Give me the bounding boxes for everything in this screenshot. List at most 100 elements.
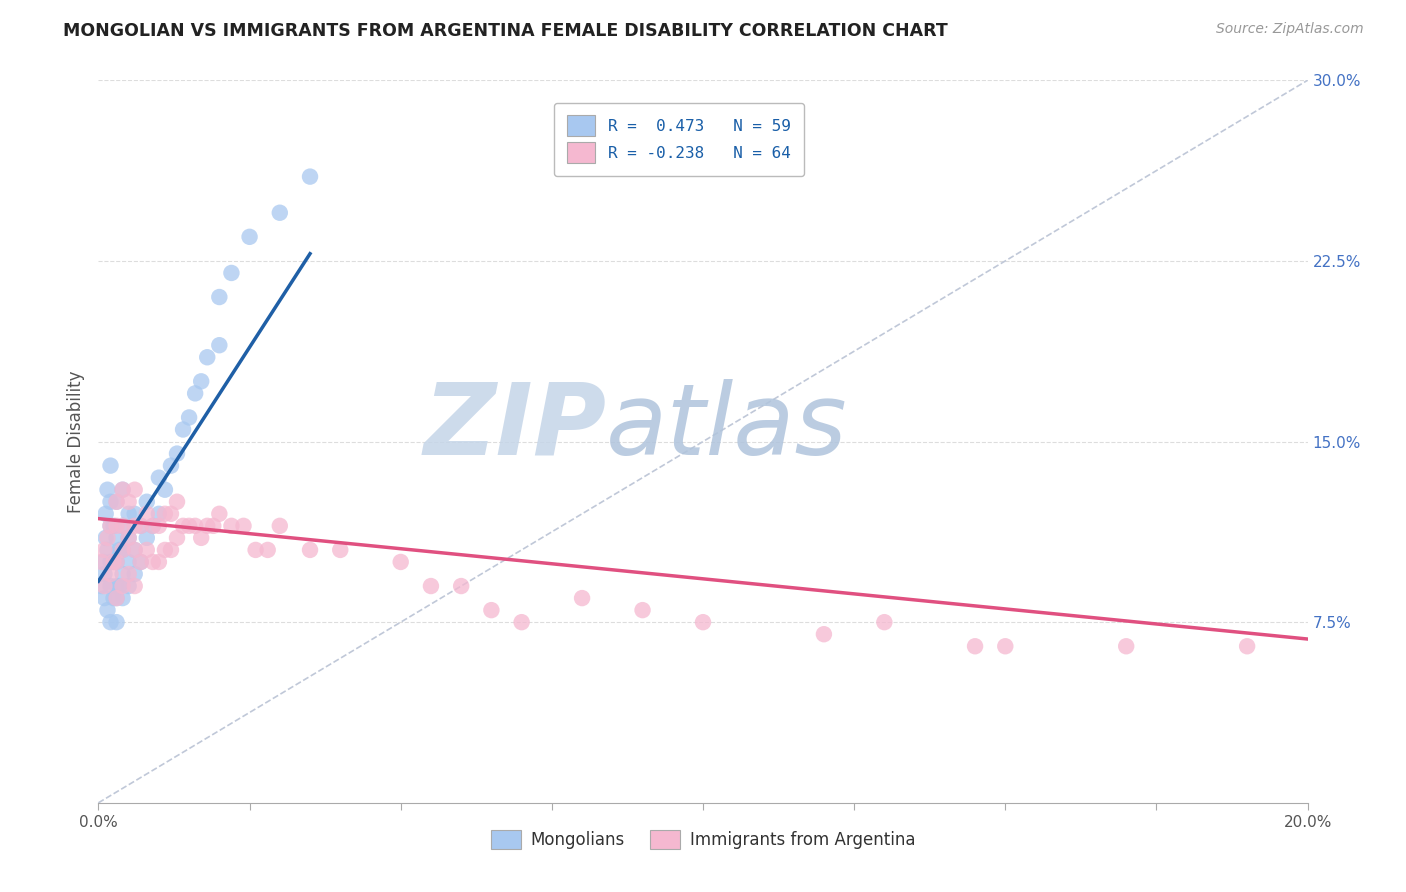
Point xyxy=(239,230,262,244)
Point xyxy=(153,507,176,521)
Text: atlas: atlas xyxy=(606,378,848,475)
Point xyxy=(94,531,117,545)
Point xyxy=(93,591,115,605)
Point xyxy=(873,615,896,630)
Point xyxy=(166,494,188,508)
Point xyxy=(232,518,254,533)
Point xyxy=(93,579,115,593)
Point xyxy=(389,555,412,569)
Point xyxy=(118,531,141,545)
Point xyxy=(105,518,128,533)
Point xyxy=(100,518,122,533)
Point xyxy=(208,507,231,521)
Point xyxy=(96,531,118,545)
Point xyxy=(105,591,128,605)
Point xyxy=(129,518,152,533)
Point xyxy=(96,483,118,497)
Legend: Mongolians, Immigrants from Argentina: Mongolians, Immigrants from Argentina xyxy=(484,823,922,856)
Point xyxy=(450,579,472,593)
Point xyxy=(129,555,152,569)
Point xyxy=(329,542,352,557)
Point xyxy=(94,507,117,521)
Point xyxy=(100,615,122,630)
Point xyxy=(221,518,243,533)
Point xyxy=(1236,639,1258,653)
Point xyxy=(208,338,231,352)
Point xyxy=(129,555,152,569)
Point xyxy=(124,579,146,593)
Point xyxy=(111,483,134,497)
Point xyxy=(100,579,122,593)
Point xyxy=(208,290,231,304)
Point xyxy=(103,518,125,533)
Point xyxy=(195,518,218,533)
Point xyxy=(135,494,157,508)
Point xyxy=(190,374,212,388)
Point xyxy=(153,542,176,557)
Point xyxy=(172,518,194,533)
Point xyxy=(124,542,146,557)
Point xyxy=(221,266,243,280)
Point xyxy=(195,350,218,364)
Point xyxy=(994,639,1017,653)
Point xyxy=(105,591,128,605)
Point xyxy=(190,531,212,545)
Point xyxy=(111,518,134,533)
Text: Source: ZipAtlas.com: Source: ZipAtlas.com xyxy=(1216,22,1364,37)
Point xyxy=(103,591,125,605)
Point xyxy=(420,579,443,593)
Point xyxy=(111,579,134,593)
Point xyxy=(111,567,134,582)
Point xyxy=(965,639,987,653)
Point xyxy=(166,446,188,460)
Point xyxy=(118,555,141,569)
Point xyxy=(105,494,128,508)
Point xyxy=(129,518,152,533)
Point xyxy=(269,518,291,533)
Point xyxy=(105,579,128,593)
Point xyxy=(135,507,157,521)
Point xyxy=(172,422,194,436)
Point xyxy=(124,507,146,521)
Point xyxy=(111,542,134,557)
Point xyxy=(124,542,146,557)
Point xyxy=(160,507,183,521)
Point xyxy=(103,555,125,569)
Point xyxy=(93,542,115,557)
Point xyxy=(105,615,128,630)
Point xyxy=(93,567,115,582)
Point xyxy=(148,555,170,569)
Point xyxy=(184,386,207,401)
Point xyxy=(91,555,114,569)
Point xyxy=(100,567,122,582)
Point xyxy=(124,567,146,582)
Y-axis label: Female Disability: Female Disability xyxy=(66,370,84,513)
Point xyxy=(100,555,122,569)
Point xyxy=(142,518,165,533)
Point xyxy=(105,531,128,545)
Point xyxy=(111,591,134,605)
Point xyxy=(105,555,128,569)
Point xyxy=(160,458,183,473)
Point xyxy=(481,603,503,617)
Point xyxy=(96,542,118,557)
Point xyxy=(118,567,141,582)
Point xyxy=(153,483,176,497)
Point xyxy=(105,555,128,569)
Point xyxy=(142,518,165,533)
Point xyxy=(692,615,714,630)
Point xyxy=(510,615,533,630)
Point xyxy=(111,483,134,497)
Point xyxy=(148,470,170,484)
Point xyxy=(100,494,122,508)
Text: ZIP: ZIP xyxy=(423,378,606,475)
Point xyxy=(100,458,122,473)
Point xyxy=(118,507,141,521)
Point xyxy=(166,531,188,545)
Point xyxy=(124,483,146,497)
Point xyxy=(148,507,170,521)
Point xyxy=(202,518,225,533)
Point xyxy=(245,542,267,557)
Point xyxy=(118,494,141,508)
Point xyxy=(299,542,322,557)
